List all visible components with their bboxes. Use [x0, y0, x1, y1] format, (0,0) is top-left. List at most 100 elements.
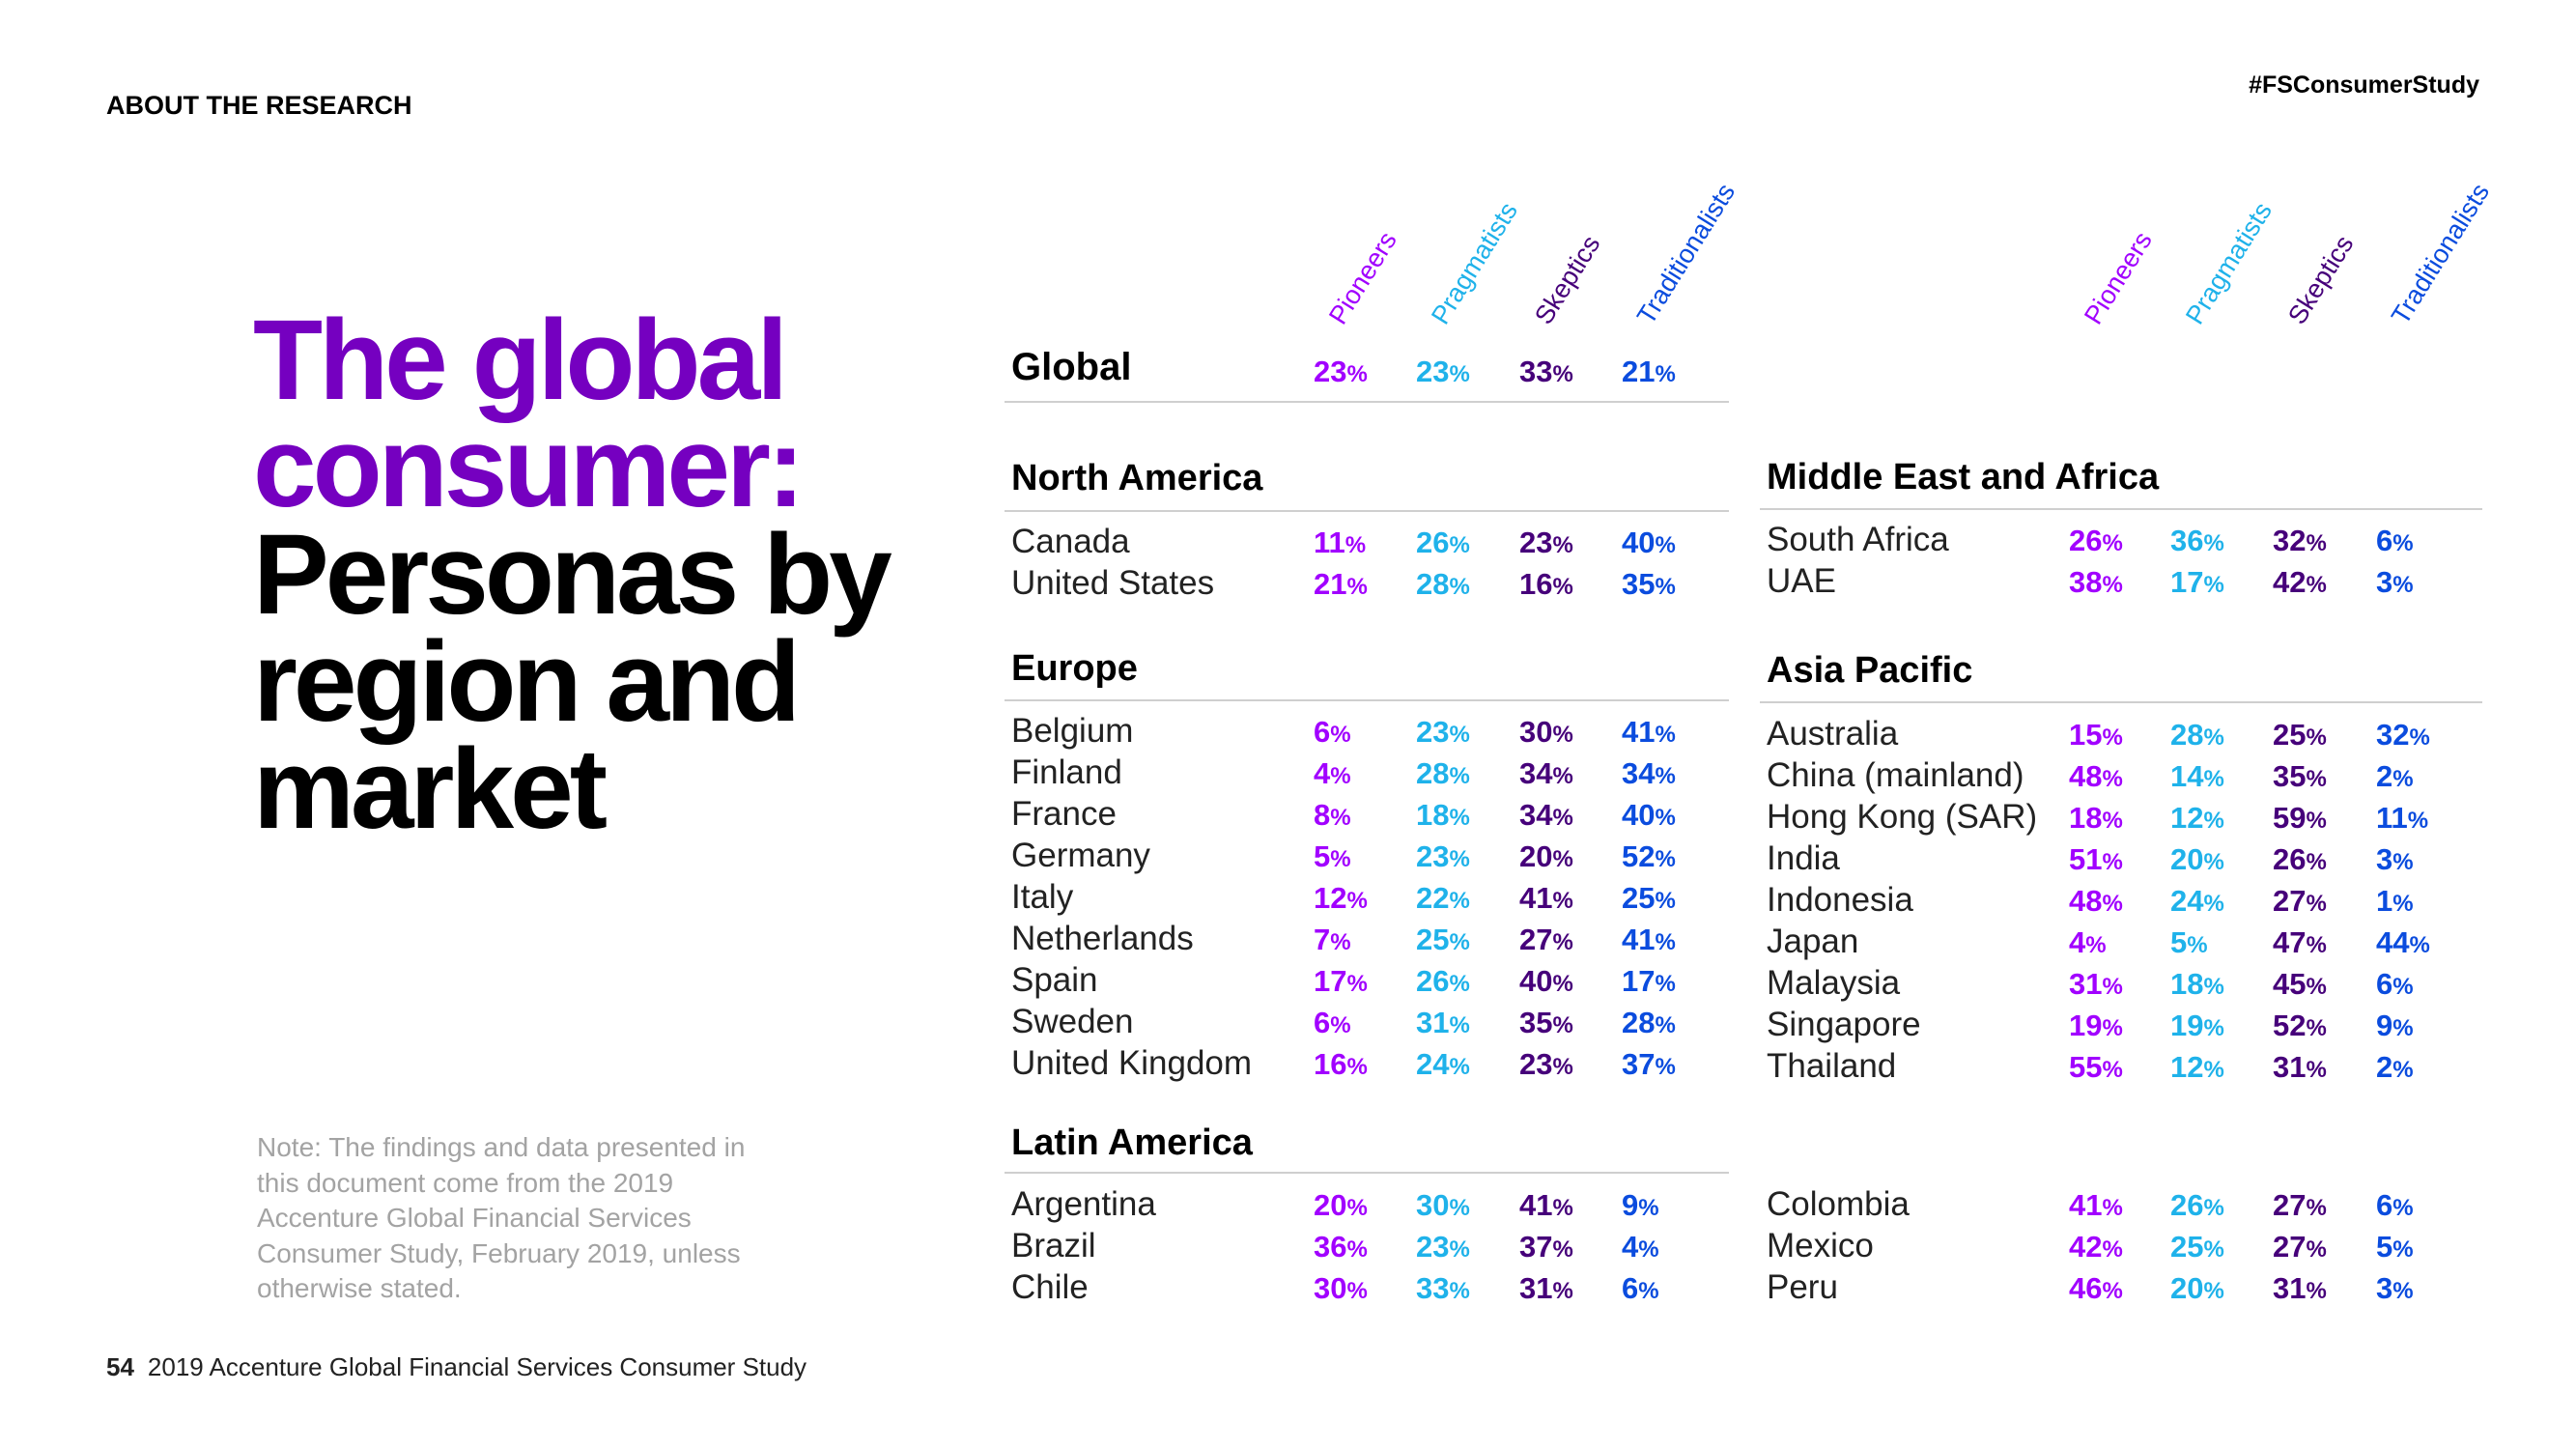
percent-sign: %	[2102, 1236, 2123, 1263]
percent-sign: %	[2306, 974, 2327, 1000]
country-name: Italy	[1011, 878, 1074, 916]
percent-sign: %	[2102, 724, 2123, 751]
value-number: 42	[2273, 565, 2307, 599]
percent-sign: %	[1449, 846, 1470, 872]
value-number: 26	[2069, 524, 2103, 557]
value-skeptics: 27%	[2273, 886, 2327, 916]
percent-sign: %	[1330, 763, 1351, 789]
percent-sign: %	[2102, 1057, 2123, 1083]
value-pioneers: 6%	[1314, 717, 1351, 747]
value-skeptics: 30%	[1519, 717, 1573, 747]
value-pragmatists: 28%	[1416, 758, 1470, 788]
value-number: 44	[2376, 925, 2410, 959]
country-name: Australia	[1767, 715, 1899, 753]
value-number: 36	[2170, 524, 2204, 557]
percent-sign: %	[1449, 888, 1470, 914]
divider	[1760, 701, 2482, 703]
value-skeptics: 45%	[2273, 969, 2327, 999]
percent-sign: %	[1552, 763, 1573, 789]
value-number: 23	[1416, 1230, 1450, 1264]
percent-sign: %	[2392, 1057, 2414, 1083]
value-number: 12	[1314, 881, 1347, 915]
title-line: The global	[253, 297, 788, 424]
value-number: 4	[2069, 925, 2086, 959]
value-pioneers: 16%	[1314, 1049, 1368, 1079]
value-pragmatists: 20%	[2170, 1273, 2224, 1303]
value-number: 24	[1416, 1047, 1450, 1081]
percent-sign: %	[2306, 1236, 2327, 1263]
percent-sign: %	[1655, 805, 1676, 831]
column-header-pragmatists: Pragmatists	[1426, 197, 1523, 329]
value-number: 3	[2376, 842, 2393, 876]
value-number: 31	[1416, 1006, 1450, 1039]
column-header-traditionalists: Traditionalists	[2386, 178, 2496, 329]
value-number: 40	[1622, 526, 1656, 559]
value-traditionalists: 3%	[2376, 1273, 2414, 1303]
value-pioneers: 18%	[2069, 803, 2123, 833]
percent-sign: %	[2102, 974, 2123, 1000]
region-title: Middle East and Africa	[1767, 457, 2160, 497]
value-number: 31	[2273, 1271, 2307, 1305]
value-pragmatists: 36%	[2170, 526, 2224, 555]
value-number: 6	[2376, 967, 2393, 1001]
country-name: Malaysia	[1767, 964, 1901, 1002]
value-traditionalists: 11%	[2376, 803, 2428, 833]
value-number: 28	[1416, 567, 1450, 601]
value-number: 17	[1622, 964, 1656, 998]
percent-sign: %	[1552, 574, 1573, 600]
value-number: 34	[1622, 756, 1656, 790]
value-number: 3	[2376, 1271, 2393, 1305]
value-number: 52	[2273, 1009, 2307, 1042]
percent-sign: %	[1655, 722, 1676, 748]
value-number: 9	[1622, 1188, 1639, 1222]
divider	[1760, 508, 2482, 510]
divider	[1005, 401, 1729, 403]
value-number: 21	[1314, 567, 1347, 601]
column-header-traditionalists: Traditionalists	[1631, 178, 1741, 329]
value-number: 32	[2376, 718, 2410, 752]
value-pioneers: 30%	[1314, 1273, 1368, 1303]
percent-sign: %	[1346, 971, 1368, 997]
percent-sign: %	[2085, 932, 2107, 958]
value-skeptics: 27%	[2273, 1190, 2327, 1220]
country-name: Netherlands	[1011, 920, 1194, 957]
value-pragmatists: 24%	[1416, 1049, 1470, 1079]
percent-sign: %	[2203, 891, 2224, 917]
value-number: 16	[1314, 1047, 1347, 1081]
value-pioneers: 12%	[1314, 883, 1368, 913]
value-number: 28	[1622, 1006, 1656, 1039]
percent-sign: %	[2203, 808, 2224, 834]
percent-sign: %	[2306, 808, 2327, 834]
value-number: 23	[1416, 715, 1450, 749]
value-pioneers: 5%	[1314, 841, 1351, 871]
percent-sign: %	[1449, 722, 1470, 748]
country-name: Hong Kong (SAR)	[1767, 798, 2038, 836]
region-title: Global	[1011, 346, 1132, 388]
value-number: 27	[2273, 1230, 2307, 1264]
value-pioneers: 11%	[1314, 527, 1366, 557]
value-number: 9	[2376, 1009, 2393, 1042]
value-number: 8	[1314, 798, 1331, 832]
percent-sign: %	[1449, 1195, 1470, 1221]
value-number: 11	[1314, 526, 1345, 559]
value-traditionalists: 28%	[1622, 1008, 1676, 1037]
value-number: 20	[2170, 842, 2204, 876]
percent-sign: %	[2306, 891, 2327, 917]
value-number: 23	[1416, 839, 1450, 873]
value-number: 6	[1314, 715, 1331, 749]
value-skeptics: 33%	[1519, 356, 1573, 386]
percent-sign: %	[2102, 849, 2123, 875]
country-name: Peru	[1767, 1268, 1838, 1306]
value-number: 35	[1519, 1006, 1553, 1039]
country-name: UAE	[1767, 562, 1836, 600]
value-number: 3	[2376, 565, 2393, 599]
percent-sign: %	[2392, 1236, 2414, 1263]
value-traditionalists: 9%	[1622, 1190, 1659, 1220]
percent-sign: %	[2203, 766, 2224, 792]
divider	[1005, 699, 1729, 701]
value-pioneers: 41%	[2069, 1190, 2123, 1220]
country-name: Belgium	[1011, 712, 1134, 750]
region-title: Europe	[1011, 648, 1138, 689]
value-pioneers: 51%	[2069, 844, 2123, 874]
percent-sign: %	[2392, 849, 2414, 875]
